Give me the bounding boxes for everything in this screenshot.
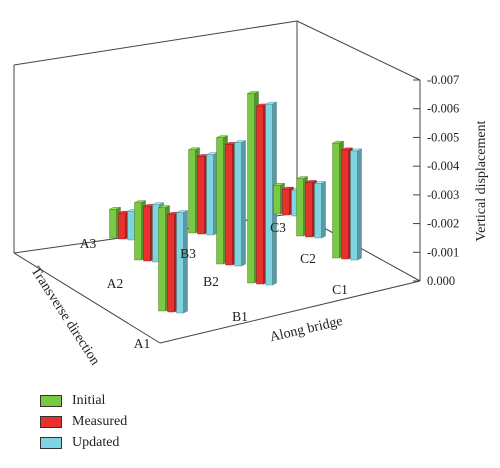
bar-front-face <box>282 188 290 216</box>
bar-top-face <box>282 186 294 190</box>
bar-front-face <box>143 206 151 262</box>
bar-top-face <box>216 135 228 138</box>
bar-front-face <box>256 105 264 285</box>
bar-top-face <box>350 148 362 152</box>
legend-swatch-initial <box>40 394 62 407</box>
z-tick-label: 0.000 <box>427 274 455 288</box>
bar-front-face <box>109 209 117 239</box>
bar-front-face <box>265 103 273 286</box>
bar-front-face <box>118 212 126 240</box>
bar-front-face <box>134 202 142 261</box>
bar-top-face <box>152 202 164 205</box>
back-wall-top-edge <box>13 20 298 66</box>
z-tick-label: -0.002 <box>427 217 459 231</box>
bar-front-face <box>188 149 196 234</box>
bar-top-face <box>109 207 121 210</box>
legend-label-updated: Updated <box>72 434 120 450</box>
bar-front-face <box>296 178 304 237</box>
legend-label-measured: Measured <box>72 413 128 429</box>
x-axis-label: Along bridge <box>268 314 344 345</box>
bar-top-face <box>296 176 308 179</box>
bars-layer <box>109 91 362 314</box>
bar-top-face <box>247 91 259 94</box>
bar-top-face <box>188 147 200 150</box>
legend-item-updated: Updated <box>40 432 127 453</box>
bar-front-face <box>350 150 358 261</box>
point-label-c2: C2 <box>300 251 316 266</box>
bar-front-face <box>158 207 166 312</box>
z-axis-label: Vertical displacement <box>474 120 489 241</box>
z-tick-label: -0.003 <box>427 188 459 202</box>
bar-top-face <box>134 200 146 203</box>
point-label-c1: C1 <box>332 282 348 297</box>
bar-group-b1 <box>247 91 277 286</box>
bar-a1-updated <box>176 210 188 314</box>
bar-front-face <box>332 142 340 259</box>
side-wall-top-edge <box>296 20 421 81</box>
bar-front-face <box>206 154 214 236</box>
point-label-b3: B3 <box>180 246 196 261</box>
bar-b2-updated <box>234 140 246 267</box>
z-tick-label: -0.004 <box>427 159 460 173</box>
legend-item-measured: Measured <box>40 411 127 432</box>
bar-front-face <box>305 182 313 238</box>
bar-group-c2 <box>296 176 326 239</box>
z-tick-label: -0.006 <box>427 102 459 116</box>
bar-side-face <box>241 140 246 267</box>
z-axis-ticks: 0.000 -0.001 -0.002 -0.003 -0.004 -0.005 -0.00… <box>413 73 460 288</box>
bar-group-b3 <box>188 147 218 236</box>
bar-b3-updated <box>206 152 218 236</box>
point-labels: A3 A2 A1 B3 B2 B1 C3 C2 C1 <box>80 220 348 351</box>
point-label-b2: B2 <box>203 274 219 289</box>
bar-top-face <box>305 180 317 183</box>
y-axis-label: Transverse direction <box>28 264 103 368</box>
legend-item-initial: Initial <box>40 390 127 411</box>
bar-front-face <box>247 93 255 284</box>
bar-front-face <box>273 185 281 215</box>
bar-top-face <box>341 147 353 151</box>
bar-top-face <box>265 101 277 105</box>
bar-front-face <box>127 211 135 241</box>
bar-top-face <box>273 183 285 186</box>
bar-group-a1 <box>158 205 188 314</box>
bar-front-face <box>167 214 175 313</box>
bar-front-face <box>225 144 233 266</box>
bar-front-face <box>314 183 322 239</box>
point-label-b1: B1 <box>232 309 248 324</box>
bar-group-c1 <box>332 140 362 261</box>
bar-top-face <box>158 205 170 208</box>
bar-front-face <box>341 149 349 260</box>
z-tick-label: -0.001 <box>427 245 459 259</box>
floor-front-edge <box>159 280 421 344</box>
floor-left-edge <box>13 252 161 344</box>
point-label-a1: A1 <box>134 336 151 351</box>
legend-label-initial: Initial <box>72 392 106 408</box>
legend-swatch-updated <box>40 436 62 449</box>
bar-front-face <box>176 212 184 314</box>
bar-c1-updated <box>350 148 362 261</box>
chart-front-edges <box>13 252 421 344</box>
bar-group-b2 <box>216 135 246 267</box>
bar-top-face <box>332 140 344 144</box>
point-label-a3: A3 <box>80 236 97 251</box>
bar-side-face <box>357 148 362 261</box>
bar-front-face <box>197 156 205 235</box>
bar-side-face <box>321 181 326 239</box>
point-label-a2: A2 <box>107 276 124 291</box>
bar-top-face <box>234 140 246 143</box>
legend-swatch-measured <box>40 415 62 428</box>
legend: Initial Measured Updated <box>40 390 127 453</box>
bar-c2-updated <box>314 181 326 239</box>
bar-group-a3 <box>109 206 139 241</box>
bar-top-face <box>314 181 326 184</box>
point-label-c3: C3 <box>270 220 286 235</box>
bar-front-face <box>216 137 224 265</box>
z-tick-label: -0.007 <box>427 73 459 87</box>
z-tick-label: -0.005 <box>427 130 459 144</box>
bar-side-face <box>183 210 188 314</box>
bar-top-face <box>176 210 188 213</box>
bar-front-face <box>234 142 242 267</box>
